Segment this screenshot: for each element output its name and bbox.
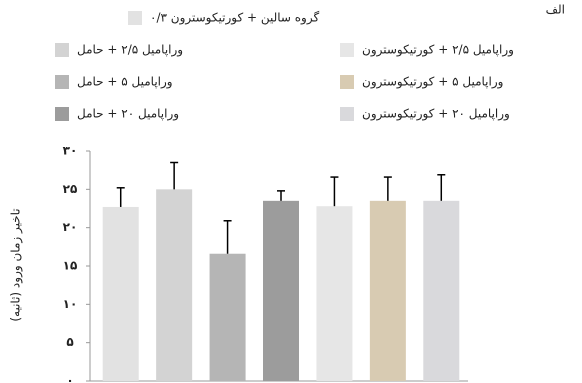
legend-label: وراپامیل ۲/۵ + کورتیکوسترون xyxy=(362,43,514,58)
y-tick-label: ۲۰ xyxy=(63,220,78,234)
legend-swatch xyxy=(340,75,354,89)
y-tick-label: ۳۰ xyxy=(63,144,78,158)
legend-label: گروه سالین + کورتیکوسترون ۰/۳ xyxy=(150,11,319,26)
legend-swatch xyxy=(128,11,142,25)
bar xyxy=(102,206,139,381)
legend-swatch xyxy=(55,43,69,57)
legend-swatch xyxy=(55,75,69,89)
bar xyxy=(423,200,460,381)
corner-label: الف xyxy=(546,3,565,17)
bar xyxy=(263,200,299,381)
bar xyxy=(156,189,193,381)
legend-label: وراپامیل ۵ + حامل xyxy=(77,75,173,90)
legend-label: وراپامیل ۲۰ + حامل xyxy=(77,107,179,122)
bar xyxy=(316,206,353,381)
y-tick-label: ۲۵ xyxy=(63,182,78,196)
y-axis-label: تاخیر زمان ورود (ثانیه) xyxy=(9,208,24,321)
bar xyxy=(209,253,246,381)
legend-label: وراپامیل ۲۰ + کورتیکوسترون xyxy=(362,107,510,122)
legend-label: وراپامیل ۲/۵ + حامل xyxy=(77,43,183,58)
bar xyxy=(369,200,406,381)
legend-swatch xyxy=(55,107,69,121)
y-tick-label: ۰ xyxy=(66,374,73,383)
legend-swatch xyxy=(340,43,354,57)
y-tick-label: ۱۵ xyxy=(63,259,78,273)
legend-swatch xyxy=(340,107,354,121)
y-tick-label: ۱۰ xyxy=(63,297,78,311)
legend-label: وراپامیل ۵ + کورتیکوسترون xyxy=(362,75,503,90)
y-tick-label: ۵ xyxy=(66,335,73,349)
